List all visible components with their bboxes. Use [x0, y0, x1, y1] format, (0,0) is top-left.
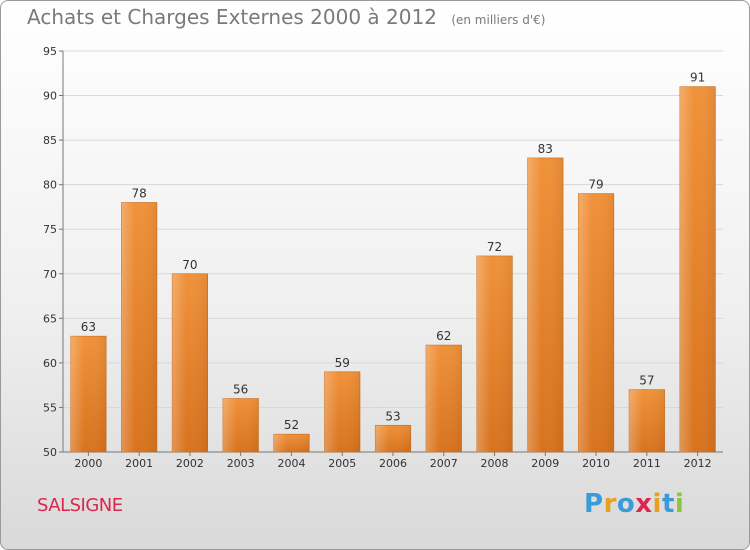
- data-label: 78: [132, 186, 147, 200]
- logo-letter: t: [661, 489, 675, 519]
- y-tick-label: 95: [43, 45, 57, 58]
- data-label: 79: [588, 178, 603, 192]
- data-label: 53: [385, 409, 400, 423]
- y-tick-label: 90: [43, 90, 57, 103]
- chart-title-text: Achats et Charges Externes 2000 à 2012: [27, 5, 437, 29]
- x-tick-label: 2005: [328, 457, 356, 470]
- x-tick-label: 2001: [125, 457, 153, 470]
- logo-letter: x: [635, 489, 653, 519]
- y-tick-label: 60: [43, 357, 57, 370]
- bar-shine: [578, 193, 614, 453]
- x-tick-label: 2007: [430, 457, 458, 470]
- x-tick-label: 2008: [481, 457, 509, 470]
- y-tick-label: 85: [43, 134, 57, 147]
- bar-shine: [476, 255, 513, 452]
- y-tick-label: 75: [43, 223, 57, 236]
- bar-shine: [375, 425, 411, 452]
- bar-shine: [629, 389, 665, 452]
- grid-layer: [63, 50, 723, 453]
- logo-letter: i: [674, 489, 685, 519]
- y-tick-label: 65: [43, 312, 57, 325]
- plot-area: [63, 51, 723, 452]
- bar-shine: [273, 434, 310, 452]
- data-label: 52: [284, 418, 299, 432]
- x-tick-label: 2011: [633, 457, 661, 470]
- x-tick-label: 2002: [176, 457, 204, 470]
- data-label: 57: [639, 374, 654, 388]
- y-tick-label: 70: [43, 268, 57, 281]
- logo-letter: r: [603, 489, 617, 519]
- data-label: 56: [233, 383, 248, 397]
- data-label: 62: [436, 329, 451, 343]
- bar-layer: [70, 86, 716, 453]
- x-tick-label: 2010: [582, 457, 610, 470]
- x-tick-label: 2009: [531, 457, 559, 470]
- bar-shine: [426, 345, 462, 452]
- data-label: 91: [690, 71, 705, 85]
- y-tick-label: 80: [43, 179, 57, 192]
- x-tick-label: 2004: [277, 457, 305, 470]
- data-label: 63: [81, 320, 96, 334]
- chart-title: Achats et Charges Externes 2000 à 2012 (…: [27, 5, 545, 29]
- y-tick-label: 55: [43, 401, 57, 414]
- logo-letter: i: [652, 489, 662, 519]
- bar-shine: [121, 202, 157, 452]
- data-label: 59: [335, 356, 350, 370]
- x-tick-label: 2003: [227, 457, 255, 470]
- logo-letter: P: [584, 489, 604, 519]
- y-tick-label: 50: [43, 446, 57, 459]
- data-label: 72: [487, 240, 502, 254]
- label-layer: 2000 63 2001 78 2002 70 2003 56 2004 52 2005 59 2006…: [74, 71, 711, 470]
- bar-shine: [70, 336, 107, 452]
- bar-shine: [172, 273, 208, 452]
- data-label: 70: [182, 258, 197, 272]
- commune-name: SALSIGNE: [37, 495, 123, 516]
- x-tick-label: 2000: [74, 457, 102, 470]
- bar-shine: [324, 371, 360, 452]
- bar-shine: [527, 157, 564, 452]
- data-label: 83: [538, 142, 553, 156]
- proxiti-logo: Proxiti: [584, 489, 684, 519]
- x-tick-label: 2012: [684, 457, 712, 470]
- bar-shine: [222, 398, 259, 452]
- logo-letter: o: [616, 489, 636, 519]
- bar-shine: [679, 86, 716, 453]
- chart-subtitle: (en milliers d'€): [451, 13, 546, 27]
- x-tick-label: 2006: [379, 457, 407, 470]
